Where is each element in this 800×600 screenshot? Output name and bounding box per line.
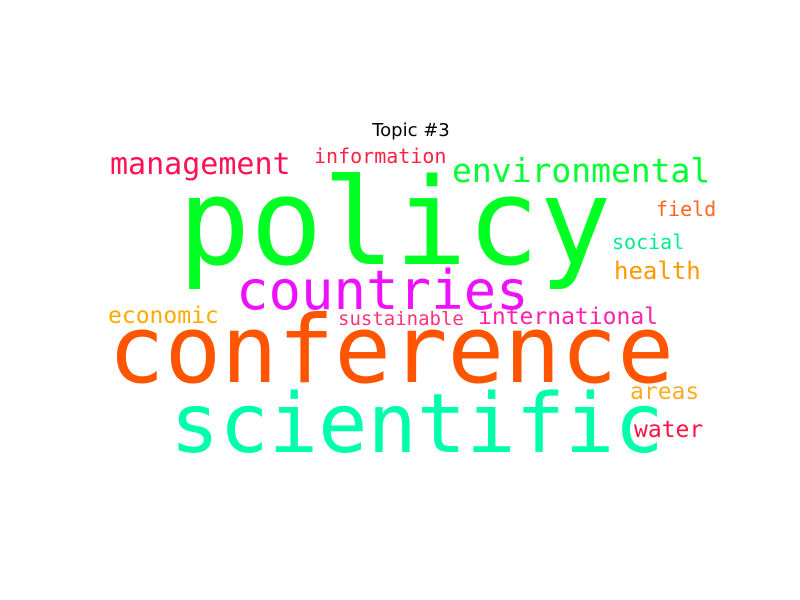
word-areas: areas: [630, 379, 700, 405]
word-policy: policy: [178, 154, 612, 293]
word-social: social: [612, 230, 685, 254]
word-field: field: [656, 197, 717, 221]
word-sustainable: sustainable: [338, 308, 464, 330]
word-environmental: environmental: [452, 151, 711, 190]
word-scientific: scientific: [170, 377, 664, 463]
word-countries: countries: [236, 259, 529, 322]
word-economic: economic: [108, 303, 219, 329]
word-conference: conference: [108, 296, 674, 405]
word-international: international: [478, 304, 659, 330]
word-cloud: policy conference scientific countries e…: [108, 140, 720, 462]
figure-title: Topic #3: [372, 120, 450, 141]
word-health: health: [614, 257, 701, 285]
word-management: management: [110, 147, 291, 182]
word-water: water: [634, 417, 704, 443]
word-information: information: [314, 144, 447, 168]
